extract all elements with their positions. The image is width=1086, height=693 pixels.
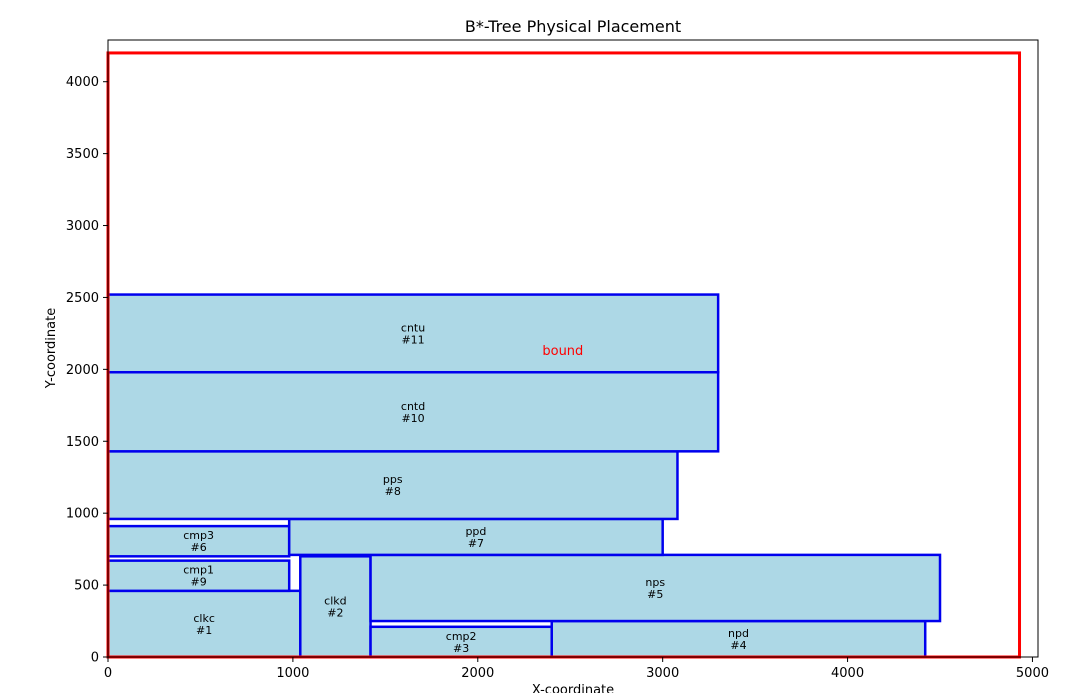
y-tick-label: 4000: [66, 75, 99, 90]
x-tick-label: 1000: [276, 666, 309, 681]
x-tick-label: 2000: [461, 666, 494, 681]
block-id-label: #8: [385, 485, 401, 498]
block-npd: npd#4: [550, 619, 927, 659]
x-tick-label: 4000: [831, 666, 864, 681]
block-name-label: cmp1: [183, 564, 214, 577]
x-tick-label: 3000: [646, 666, 679, 681]
block-name-label: ppd: [465, 525, 486, 538]
block-cmp1: cmp1#9: [106, 559, 291, 593]
x-axis-ticks: 0 1000 2000 3000 4000 5000: [104, 657, 1049, 681]
block-cmp2: cmp2#3: [369, 625, 553, 659]
bound-label: bound: [542, 344, 583, 359]
block-name-label: cmp3: [183, 529, 214, 542]
block-name-label: npd: [728, 627, 749, 640]
block-name-label: nps: [645, 576, 665, 589]
block-id-label: #3: [453, 642, 469, 655]
y-tick-label: 2500: [66, 291, 99, 306]
x-tick-label: 5000: [1016, 666, 1049, 681]
block-id-label: #2: [327, 607, 343, 620]
block-rect: [106, 293, 720, 374]
block-name-label: cntu: [401, 321, 425, 334]
block-rect: [106, 559, 291, 593]
block-id-label: #10: [401, 412, 424, 425]
block-cntu: cntu#11: [106, 293, 720, 374]
y-tick-label: 3500: [66, 147, 99, 162]
x-axis-label: X-coordinate: [532, 683, 614, 693]
block-id-label: #1: [196, 624, 212, 637]
block-nps: nps#5: [369, 553, 942, 623]
block-rect: [287, 517, 664, 557]
y-axis-ticks: 0 500 1000 1500 2000 2500 3000 3500 4000: [66, 75, 108, 666]
block-id-label: #5: [647, 588, 663, 601]
block-clkd: clkd#2: [299, 555, 372, 659]
block-id-label: #6: [190, 541, 206, 554]
y-tick-label: 1500: [66, 435, 99, 450]
block-clkc: clkc#1: [106, 589, 302, 659]
y-axis-label: Y-coordinate: [44, 308, 59, 389]
chart-title: B*-Tree Physical Placement: [465, 17, 681, 36]
block-rect: [106, 370, 720, 453]
block-name-label: pps: [383, 473, 403, 486]
block-id-label: #9: [190, 576, 206, 589]
block-id-label: #7: [468, 537, 484, 550]
block-id-label: #4: [730, 639, 746, 652]
blocks-layer: clkc#1clkd#2cmp2#3npd#4nps#5cmp3#6ppd#7p…: [106, 293, 942, 659]
block-rect: [369, 625, 553, 659]
block-rect: [369, 553, 942, 623]
block-id-label: #11: [401, 333, 424, 346]
x-tick-label: 0: [104, 666, 112, 681]
y-tick-label: 2000: [66, 363, 99, 378]
y-tick-label: 3000: [66, 219, 99, 234]
block-cntd: cntd#10: [106, 370, 720, 453]
block-ppd: ppd#7: [287, 517, 664, 557]
y-tick-label: 0: [91, 651, 99, 666]
block-name-label: cntd: [401, 400, 425, 413]
block-cmp3: cmp3#6: [106, 524, 291, 558]
y-tick-label: 1000: [66, 507, 99, 522]
block-name-label: clkc: [193, 612, 215, 625]
block-name-label: cmp2: [446, 630, 477, 643]
plot-frame: [107, 39, 1039, 658]
y-tick-label: 500: [74, 579, 99, 594]
block-pps: pps#8: [106, 450, 679, 521]
block-name-label: clkd: [324, 595, 346, 608]
